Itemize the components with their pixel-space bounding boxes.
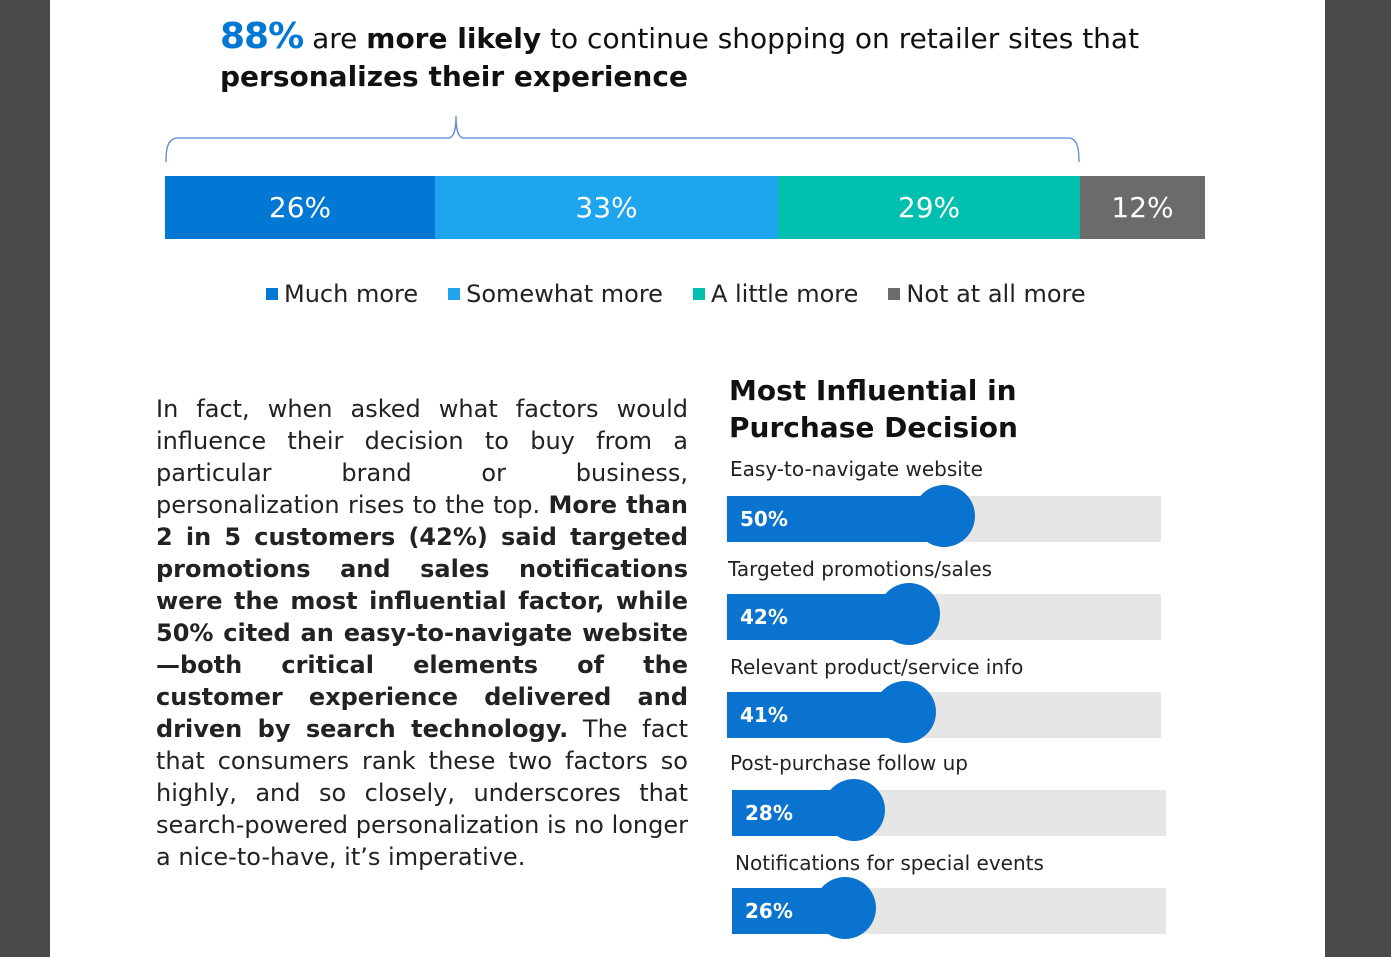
stacked-bar-legend: Much more Somewhat more A little more Not a…	[266, 280, 1116, 308]
influence-bar-track: 26%	[732, 877, 1166, 939]
influence-bar-end-cap	[814, 877, 876, 939]
paragraph-text-1: In fact, when asked what factors would i…	[156, 395, 688, 519]
legend-item: A little more	[692, 280, 859, 308]
stacked-bar-segment-much-more: 26%	[165, 176, 435, 239]
headline-text-2: to continue shopping on retailer sites t…	[541, 22, 1140, 55]
influence-bar-end-cap	[913, 485, 975, 547]
stacked-bar-value-label: 29%	[897, 191, 961, 224]
stacked-bar-segment-a-little-more: 29%	[778, 176, 1080, 239]
headline: 88% are more likely to continue shopping…	[220, 18, 1150, 96]
paragraph-text-2: The fact that consumers rank these two f…	[156, 715, 689, 871]
influence-bar-value-label: 41%	[740, 703, 788, 727]
influence-bar-value-label: 26%	[745, 899, 793, 923]
legend-swatch	[888, 288, 901, 300]
document-page: 88% are more likely to continue shopping…	[50, 0, 1325, 957]
influence-bar-label: Relevant product/service info	[730, 655, 1024, 679]
influence-bar-value-label: 28%	[745, 801, 793, 825]
influence-bar-label: Easy-to-navigate website	[730, 457, 983, 481]
legend-label: A little more	[710, 280, 859, 308]
influence-bar-value-label: 50%	[740, 507, 788, 531]
legend-label: Much more	[284, 280, 419, 308]
influence-bar-end-cap	[823, 779, 885, 841]
legend-item: Somewhat more	[448, 280, 663, 308]
headline-bold-1: more likely	[366, 22, 542, 55]
influence-bar-track: 42%	[727, 583, 1161, 645]
influence-bar-label: Targeted promotions/sales	[728, 557, 993, 581]
headline-text-1: are	[303, 22, 367, 55]
legend-item: Much more	[266, 280, 418, 308]
influence-bar-end-cap	[874, 681, 936, 743]
influence-bar-value-label: 42%	[740, 605, 788, 629]
stacked-bar-value-label: 26%	[268, 191, 332, 224]
influence-bar-fill	[727, 496, 944, 542]
legend-label: Not at all more	[906, 280, 1086, 308]
influence-bar-track: 41%	[727, 681, 1161, 743]
headline-stat: 88%	[220, 16, 304, 57]
bracket-88-percent	[165, 115, 1080, 163]
influence-bar-label: Post-purchase follow up	[730, 751, 968, 775]
influence-chart-title: Most Influential in Purchase Decision	[729, 374, 1018, 444]
legend-label: Somewhat more	[466, 280, 663, 308]
influence-bar-track: 50%	[727, 485, 1161, 547]
legend-swatch	[266, 288, 278, 300]
stacked-bar-segment-not-at-all-more: 12%	[1080, 176, 1205, 239]
legend-item: Not at all more	[888, 280, 1086, 308]
influence-bar-end-cap	[878, 583, 940, 645]
legend-swatch	[692, 288, 705, 300]
stacked-bar-value-label: 33%	[575, 191, 638, 224]
body-paragraph: In fact, when asked what factors would i…	[156, 393, 688, 873]
influence-bar-label: Notifications for special events	[735, 851, 1044, 875]
stacked-bar-segment-somewhat-more: 33%	[435, 176, 778, 239]
influence-bar-track: 28%	[732, 779, 1166, 841]
paragraph-bold: More than 2 in 5 customers (42%) said ta…	[156, 491, 688, 743]
legend-swatch	[448, 288, 461, 300]
stacked-bar-value-label: 12%	[1111, 191, 1174, 224]
headline-bold-2: personalizes their experience	[220, 60, 688, 93]
